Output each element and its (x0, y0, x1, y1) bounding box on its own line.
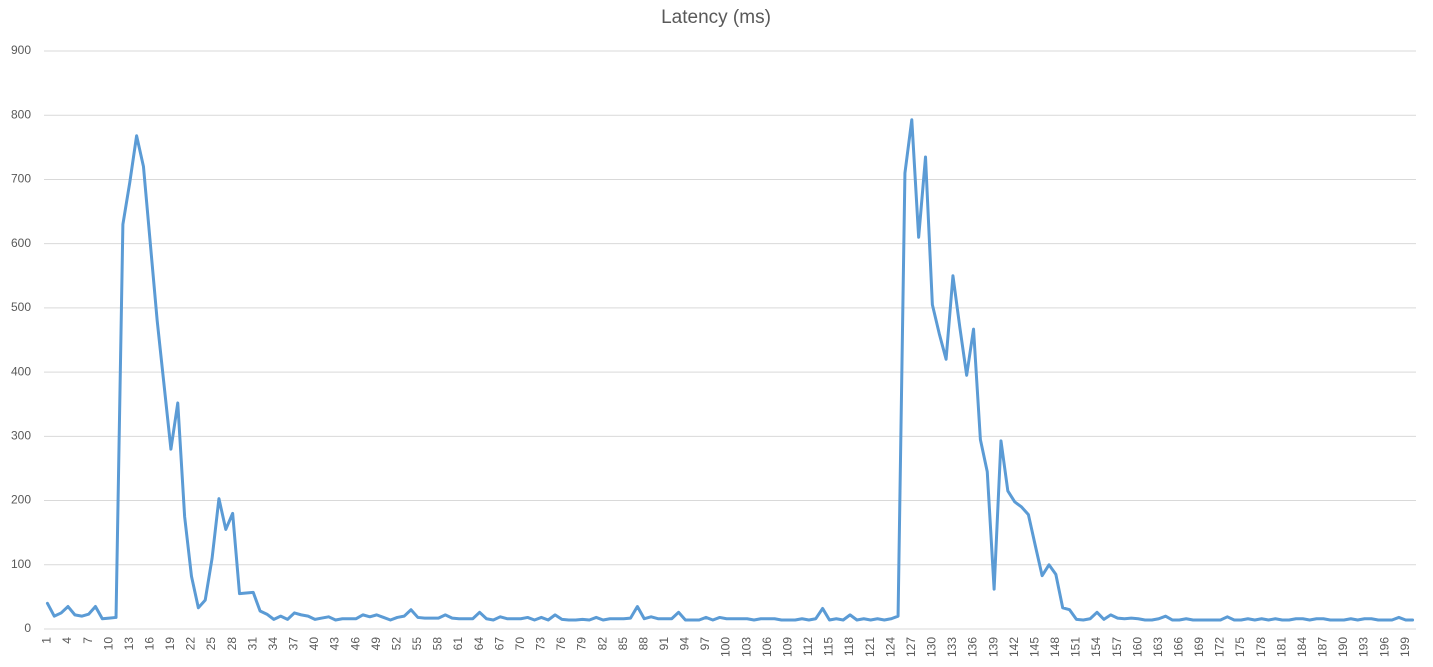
x-tick-label: 127 (904, 637, 918, 657)
x-tick-label: 64 (472, 637, 486, 651)
chart-title: Latency (ms) (661, 7, 771, 28)
x-tick-label: 133 (945, 637, 959, 657)
y-tick-label: 800 (11, 107, 31, 121)
x-tick-label: 163 (1151, 637, 1165, 657)
x-tick-label: 70 (513, 637, 527, 651)
y-tick-label: 200 (11, 493, 31, 507)
x-tick-label: 124 (883, 637, 897, 657)
x-tick-label: 142 (1007, 637, 1021, 657)
x-tick-label: 115 (822, 637, 836, 656)
x-tick-label: 121 (863, 637, 877, 657)
x-tick-label: 169 (1192, 637, 1206, 657)
x-tick-label: 160 (1130, 637, 1144, 657)
x-tick-label: 7 (81, 637, 95, 644)
x-tick-label: 154 (1089, 637, 1103, 657)
x-tick-label: 184 (1295, 637, 1309, 657)
x-tick-label: 118 (842, 637, 856, 656)
x-tick-label: 43 (328, 637, 342, 651)
x-tick-label: 10 (101, 637, 115, 651)
x-tick-label: 136 (966, 637, 980, 657)
y-tick-label: 100 (11, 557, 31, 571)
x-tick-label: 91 (657, 637, 671, 651)
x-tick-label: 79 (575, 637, 589, 651)
x-tick-label: 190 (1336, 637, 1350, 657)
x-tick-label: 130 (925, 637, 939, 657)
x-tick-label: 112 (801, 637, 815, 656)
x-tick-label: 94 (678, 637, 692, 651)
x-tick-label: 28 (225, 637, 239, 651)
x-tick-label: 25 (204, 637, 218, 651)
x-tick-label: 34 (266, 637, 280, 651)
y-tick-label: 900 (11, 43, 31, 57)
x-tick-label: 175 (1233, 637, 1247, 657)
x-tick-label: 196 (1377, 637, 1391, 657)
x-tick-label: 58 (431, 637, 445, 651)
y-tick-label: 300 (11, 429, 31, 443)
x-tick-label: 166 (1172, 637, 1186, 657)
x-tick-label: 37 (287, 637, 301, 651)
x-tick-label: 172 (1213, 637, 1227, 657)
x-tick-label: 103 (739, 637, 753, 657)
x-tick-label: 109 (780, 637, 794, 657)
line (45, 118, 1415, 622)
y-tick-label: 700 (11, 172, 31, 186)
x-tick-label: 22 (184, 637, 198, 651)
x-tick-label: 4 (60, 637, 74, 644)
x-tick-label: 100 (719, 637, 733, 657)
x-tick-label: 193 (1357, 637, 1371, 657)
x-tick-label: 19 (163, 637, 177, 651)
x-tick-label: 181 (1274, 637, 1288, 657)
x-tick-label: 82 (595, 637, 609, 651)
x-tick-label: 139 (986, 637, 1000, 657)
x-tick-label: 76 (554, 637, 568, 651)
x-tick-label: 157 (1110, 637, 1124, 657)
x-tick-label: 148 (1048, 637, 1062, 657)
x-tick-label: 187 (1316, 637, 1330, 657)
x-tick-label: 199 (1398, 637, 1412, 657)
x-tick-label: 85 (616, 637, 630, 651)
x-tick-label: 1 (40, 637, 54, 644)
x-tick-label: 178 (1254, 637, 1268, 657)
x-tick-label: 73 (534, 637, 548, 651)
x-tick-label: 61 (451, 637, 465, 651)
x-tick-label: 145 (1027, 637, 1041, 657)
x-tick-label: 88 (636, 637, 650, 651)
y-tick-label: 600 (11, 236, 31, 250)
x-tick-label: 52 (389, 637, 403, 651)
x-tick-label: 97 (698, 637, 712, 651)
y-tick-label: 400 (11, 364, 31, 378)
x-tick-label: 55 (410, 637, 424, 651)
x-tick-label: 46 (348, 637, 362, 651)
x-tick-label: 16 (143, 637, 157, 651)
x-tick-label: 151 (1069, 637, 1083, 657)
x-tick-label: 13 (122, 637, 136, 651)
x-tick-label: 31 (245, 637, 259, 651)
y-tick-label: 500 (11, 300, 31, 314)
y-tick-label: 0 (24, 621, 31, 635)
x-tick-label: 40 (307, 637, 321, 651)
x-tick-label: 67 (492, 637, 506, 651)
x-tick-label: 49 (369, 637, 383, 651)
x-tick-label: 106 (760, 637, 774, 657)
